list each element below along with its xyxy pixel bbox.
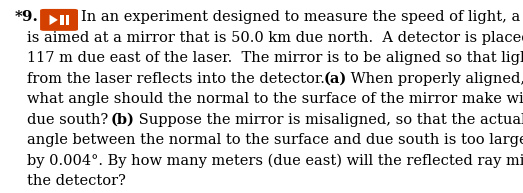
Text: (b): (b) (111, 113, 135, 127)
Bar (65, 15, 70, 25)
Text: due south?: due south? (27, 113, 112, 127)
Text: *9.: *9. (15, 10, 38, 25)
Polygon shape (50, 15, 58, 25)
Text: angle between the normal to the surface and due south is too large: angle between the normal to the surface … (27, 133, 523, 147)
Text: In an experiment designed to measure the speed of light, a laser: In an experiment designed to measure the… (81, 10, 523, 25)
Text: is aimed at a mirror that is 50.0 km due north.  A detector is placed: is aimed at a mirror that is 50.0 km due… (27, 31, 523, 45)
Text: from the laser reflects into the detector.: from the laser reflects into the detecto… (27, 72, 329, 86)
Text: (a): (a) (323, 72, 346, 86)
FancyBboxPatch shape (40, 9, 78, 31)
Text: by 0.004°. By how many meters (due east) will the reflected ray miss: by 0.004°. By how many meters (due east)… (27, 153, 523, 168)
Text: Suppose the mirror is misaligned, so that the actual: Suppose the mirror is misaligned, so tha… (134, 113, 523, 127)
Bar (60, 15, 64, 25)
Text: the detector?: the detector? (27, 174, 126, 188)
Text: When properly aligned,: When properly aligned, (346, 72, 523, 86)
Text: what angle should the normal to the surface of the mirror make with: what angle should the normal to the surf… (27, 92, 523, 106)
Text: 117 m due east of the laser.  The mirror is to be aligned so that light: 117 m due east of the laser. The mirror … (27, 51, 523, 65)
